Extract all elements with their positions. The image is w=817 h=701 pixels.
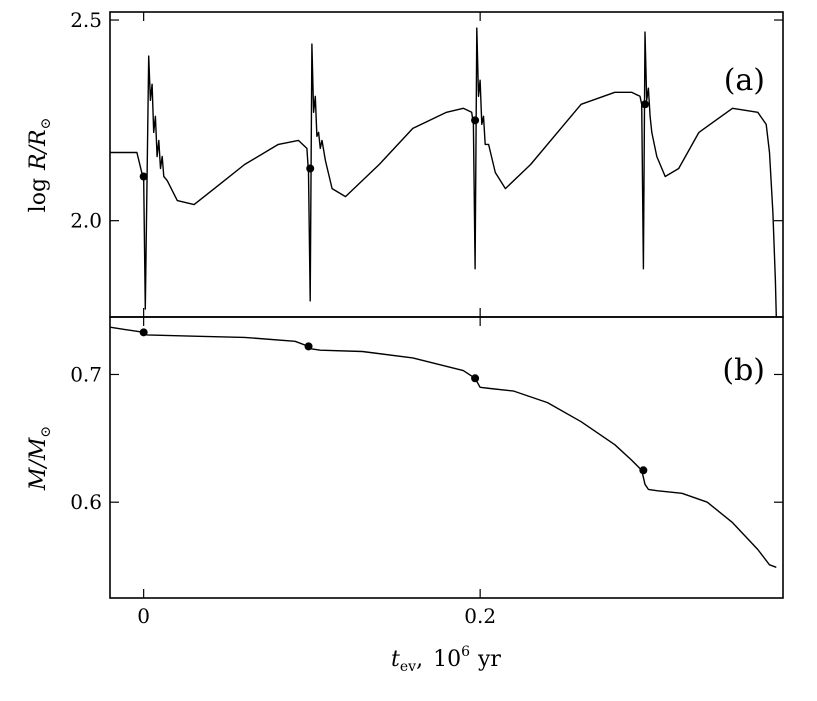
- panel-b-markers: [139, 328, 648, 475]
- panel-b-ylabel-main: M/M: [26, 437, 51, 491]
- x-axis-label-base: 10: [433, 647, 461, 672]
- panel-b-frame: [109, 316, 784, 599]
- x-axis-label-sub: ev: [400, 659, 416, 675]
- panel-b-curve: [109, 326, 777, 568]
- panel-b-ylabel: M/M⊙: [26, 426, 54, 491]
- panel-b-xtick-label: 0: [137, 604, 150, 628]
- panel-a-ylabel: log R/R⊙: [26, 118, 54, 213]
- panel-a-radius: 2.0 2.5 (a) log R/R⊙: [26, 8, 784, 318]
- panel-a-marker-point: [306, 164, 315, 173]
- panel-b-mass: 0.6 0.7 0 0.2 (b) M/M⊙ tev, 106 yr: [26, 316, 784, 675]
- panel-a-curve-group: [110, 27, 777, 318]
- panel-a-tag: (a): [724, 63, 765, 98]
- x-axis-label-sep: ,: [416, 647, 423, 672]
- panel-a-marker-point: [641, 100, 650, 109]
- panel-b-marker-point: [304, 342, 313, 351]
- panel-a-marker-point: [139, 172, 148, 181]
- panel-b-marker-point: [139, 328, 148, 337]
- panel-a-ticks: 2.0 2.5: [70, 8, 783, 317]
- panel-b-xtick-label: 0.2: [464, 604, 496, 628]
- x-axis-label-exp: 6: [461, 644, 470, 660]
- panel-a-curve: [110, 27, 777, 318]
- panel-a-ylabel-main: R/R: [26, 129, 51, 171]
- panel-b-tag: (b): [722, 353, 765, 388]
- x-axis-label-var: t: [391, 647, 400, 672]
- panel-b-ytick-label: 0.7: [70, 362, 102, 386]
- panel-b-curve-group: [109, 326, 777, 568]
- panel-a-ytick-label: 2.5: [70, 8, 102, 32]
- panel-a-ytick-label: 2.0: [70, 209, 102, 233]
- panel-a-ylabel-prefix: log: [26, 178, 51, 212]
- panel-b-ticks: 0.6 0.7 0 0.2: [70, 317, 783, 628]
- panel-b-marker-point: [639, 466, 648, 475]
- panel-b-ytick-label: 0.6: [70, 490, 102, 514]
- panel-a-marker-point: [471, 116, 480, 125]
- panel-a-frame: [109, 11, 784, 318]
- panel-a-ylabel-sub: ⊙: [38, 118, 54, 130]
- x-axis-label: tev, 106 yr: [391, 644, 501, 675]
- panel-a-markers: [139, 100, 650, 181]
- panel-b-ylabel-sub: ⊙: [38, 426, 54, 438]
- x-axis-label-unit: yr: [477, 647, 501, 672]
- panel-b-marker-point: [471, 374, 480, 383]
